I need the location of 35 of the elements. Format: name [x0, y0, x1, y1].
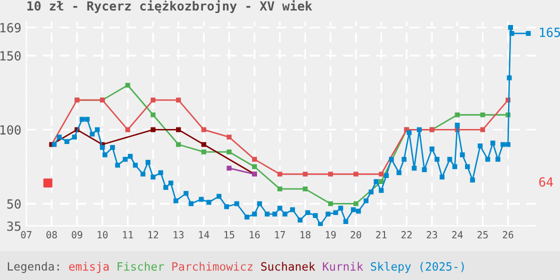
text: emisja — [69, 262, 109, 273]
text: Fischer — [118, 262, 164, 271]
x-tick-label: 11 — [123, 231, 133, 238]
text: 64 — [539, 177, 553, 187]
x-tick-label: 26 — [502, 231, 514, 238]
x-tick-label: 09 — [72, 231, 82, 238]
x-tick-label: 18 — [300, 231, 310, 238]
x-tick-label: 07 — [21, 231, 32, 238]
y-tick-label: 100 — [0, 125, 21, 135]
y-tick-label: 169 — [0, 22, 21, 32]
text: Sklepy (2025-) — [370, 262, 464, 273]
y-tick-label: 150 — [0, 51, 21, 61]
x-tick-label: 21 — [376, 231, 386, 238]
x-tick-label: 10 — [98, 231, 108, 238]
x-tick-label: 20 — [350, 231, 362, 238]
legend-title: Legenda: — [8, 262, 59, 273]
x-tick-label: 22 — [401, 231, 412, 238]
x-tick-label: 17 — [275, 231, 285, 238]
text: 165 — [540, 28, 560, 38]
x-tick-label: 24 — [452, 231, 463, 238]
x-tick-label: 13 — [174, 231, 184, 238]
y-tick-label: 50 — [7, 199, 21, 209]
x-tick-label: 25 — [478, 231, 488, 238]
x-tick-label: 08 — [46, 231, 57, 238]
x-tick-label: 15 — [224, 231, 234, 238]
x-tick-label: 23 — [426, 231, 438, 238]
x-tick-label: 16 — [250, 231, 260, 238]
y-tick-label: 35 — [7, 221, 20, 231]
x-tick-label: 12 — [148, 231, 158, 238]
text: Suchanek — [261, 262, 316, 271]
text: Kurnik — [322, 262, 364, 271]
x-tick-label: 14 — [199, 231, 210, 238]
chart-title: 10 zł - Rycerz ciężkozbrojny - XV wiek — [27, 0, 312, 14]
x-tick-label: 19 — [326, 231, 336, 238]
text: Parchimowicz — [172, 262, 252, 271]
